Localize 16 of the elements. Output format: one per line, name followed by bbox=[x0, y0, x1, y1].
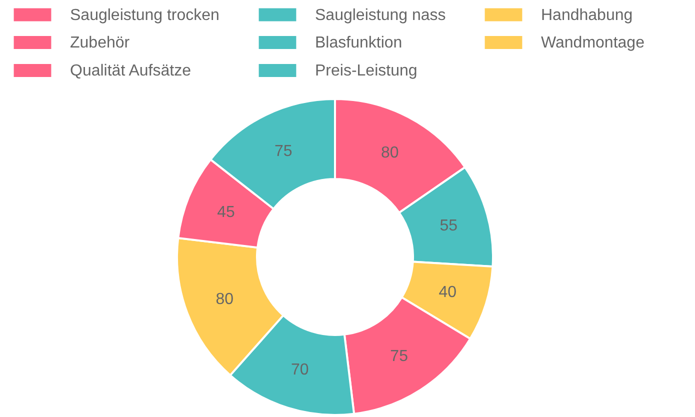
data-label: 75 bbox=[390, 348, 408, 366]
legend-label: Qualität Aufsätze bbox=[70, 62, 192, 80]
legend-label: Handhabung bbox=[541, 6, 633, 24]
legend-label: Zubehör bbox=[70, 34, 130, 52]
data-label: 55 bbox=[440, 217, 458, 234]
data-label: 80 bbox=[380, 144, 399, 162]
data-label: 75 bbox=[274, 142, 292, 160]
data-label: 40 bbox=[438, 284, 457, 302]
data-label: 80 bbox=[216, 290, 234, 308]
legend-label: Saugleistung trocken bbox=[70, 6, 220, 24]
legend-label: Preis-Leistung bbox=[315, 62, 418, 80]
legend-label: Blasfunktion bbox=[315, 34, 402, 52]
legend-label: Saugleistung nass bbox=[315, 6, 446, 24]
legend-label: Wandmontage bbox=[541, 34, 645, 52]
data-label: 45 bbox=[217, 204, 235, 221]
data-label: 70 bbox=[290, 362, 309, 379]
